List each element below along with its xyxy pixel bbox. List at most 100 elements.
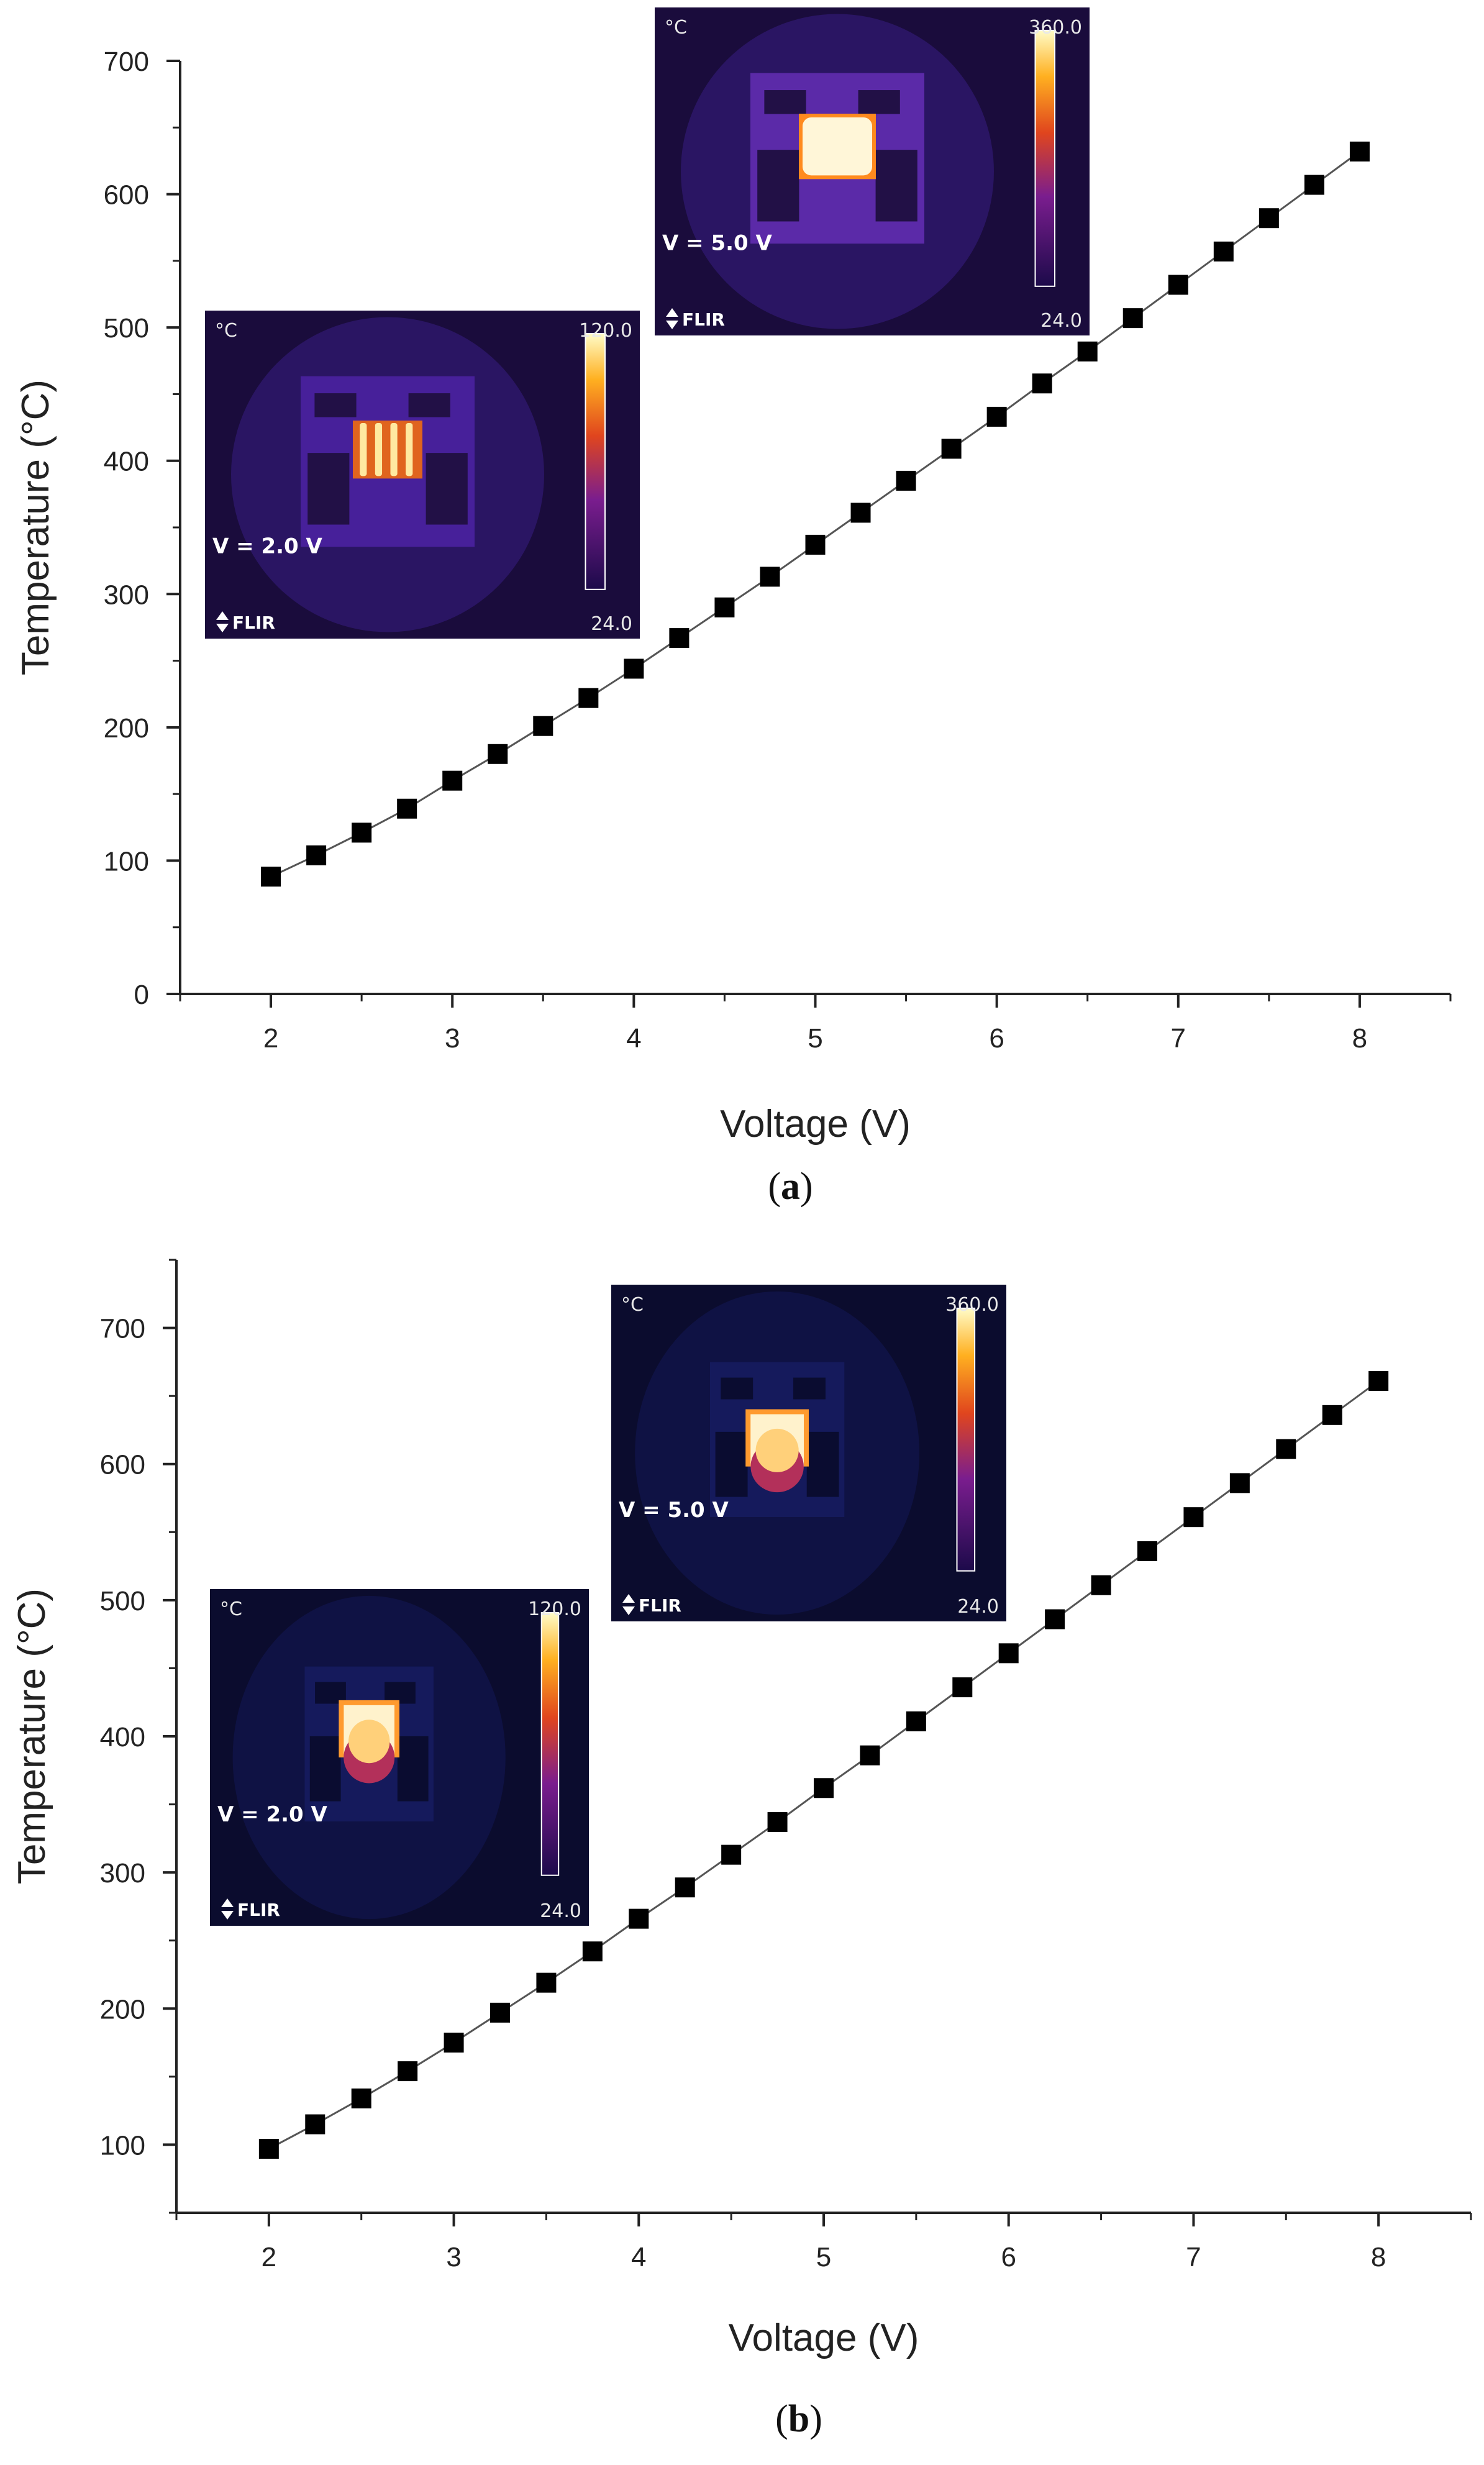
x-tick-label: 2 [262,2242,276,2272]
data-point [760,567,780,587]
unit-label: °C [621,1294,644,1316]
hot-spot-core [348,1720,390,1764]
color-scale-bar [585,332,606,590]
data-point [442,770,463,791]
data-point [906,1711,926,1731]
y-tick-label: 300 [104,580,149,610]
data-point [1183,1507,1204,1528]
panel-label: (a) [768,1165,813,1208]
chip-pad [426,453,468,525]
data-point [488,744,508,764]
x-tick-label: 4 [631,2242,646,2272]
data-point [986,406,1007,427]
y-tick-label: 100 [104,846,149,877]
chip-pad [307,453,350,525]
data-point [850,503,871,523]
chart-a: 2 3 4 5 6 7 8 0 100 200 300 400 500 600 700 Voltage (V)… [14,7,1452,1208]
data-point [351,2088,371,2108]
chip-pad [875,150,917,222]
data-point [952,1677,973,1698]
data-point [1259,208,1279,229]
flir-logo-icon [622,1594,635,1615]
flir-logo: FLIR [666,308,725,330]
y-tick-label: 400 [100,1722,145,1752]
y-tick-label: 300 [100,1858,145,1889]
chip-pad [858,90,900,114]
data-point [1229,1473,1250,1493]
y-tick-label: 200 [104,713,149,744]
chip-pad [315,1682,346,1704]
thermal-image-inset: °C 120.0 24.0 V = 2.0 V FLIR [205,311,640,639]
x-tick-label: 6 [1001,2242,1016,2272]
y-tick-label: 700 [104,47,149,77]
scale-max-label: 120.0 [579,320,632,342]
color-scale-bar [1034,29,1055,287]
data-point [941,439,962,459]
chip-pad [408,393,450,417]
chip-pad [793,1377,826,1400]
data-point [305,2114,325,2135]
thermal-image-inset: °C 120.0 24.0 V = 2.0 V FLIR [210,1589,589,1926]
data-point [444,2033,464,2053]
data-point [1122,308,1143,329]
chip-pad [314,393,357,417]
x-tick-label: 7 [1171,1023,1186,1054]
unit-label: °C [665,17,687,39]
flir-logo-text: FLIR [237,1900,280,1920]
heater-line [375,422,383,476]
data-point [721,1844,742,1865]
flir-logo-text: FLIR [639,1595,681,1616]
data-point [352,822,372,843]
data-point [1304,175,1324,195]
y-axis-label: Temperature (°C) [11,1588,53,1884]
data-point [536,1972,557,1993]
panel-label-close: ) [809,2398,822,2440]
x-tick-label: 4 [626,1023,641,1054]
flir-logo-icon [216,611,229,632]
data-point [1322,1405,1342,1425]
data-point [805,534,826,555]
y-tick-label: 500 [100,1586,145,1616]
heater-line [390,422,398,476]
x-axis-label: Voltage (V) [720,1103,911,1146]
voltage-label: V = 2.0 V [217,1802,328,1827]
scale-max-label: 360.0 [1029,17,1082,39]
flir-logo: FLIR [622,1594,681,1616]
chip-pad [397,1736,429,1802]
y-tick-label: 700 [100,1314,145,1344]
x-tick-label: 7 [1186,2242,1201,2272]
chip-pad [715,1431,748,1497]
x-tick-label: 3 [446,2242,461,2272]
panel-label-letter: a [781,1165,800,1208]
hot-spot [803,117,872,176]
scale-max-label: 360.0 [945,1294,999,1316]
data-point [1137,1541,1157,1561]
data-point [533,716,553,736]
color-scale-bar [956,1307,976,1572]
y-tick-label: 600 [104,180,149,211]
chip-pad [309,1736,341,1802]
flir-logo-text: FLIR [682,309,725,330]
data-point [1368,1371,1389,1392]
data-point [1091,1575,1111,1595]
flir-logo-icon [666,308,678,329]
unit-label: °C [220,1598,242,1620]
chip-pad [806,1431,839,1497]
figure-panel-a: 2 3 4 5 6 7 8 0 100 200 300 400 500 600 700 Voltage (V)… [0,0,1484,1232]
flir-logo-icon [221,1898,234,1920]
x-tick-label: 5 [808,1023,822,1054]
scale-min-label: 24.0 [957,1596,999,1618]
x-tick-label: 3 [445,1023,460,1054]
x-tick-label: 8 [1371,2242,1386,2272]
data-point [578,688,599,708]
scale-min-label: 24.0 [540,1900,581,1922]
y-tick-label: 200 [100,1994,145,2025]
panel-label-letter: b [788,2398,809,2440]
y-tick-label: 100 [100,2130,145,2161]
data-point [714,597,735,617]
y-axis-label: Temperature (°C) [14,380,57,675]
y-tick-label: 0 [134,980,149,1010]
flir-logo-text: FLIR [232,613,275,633]
data-point [1276,1439,1296,1459]
data-point [814,1778,834,1798]
